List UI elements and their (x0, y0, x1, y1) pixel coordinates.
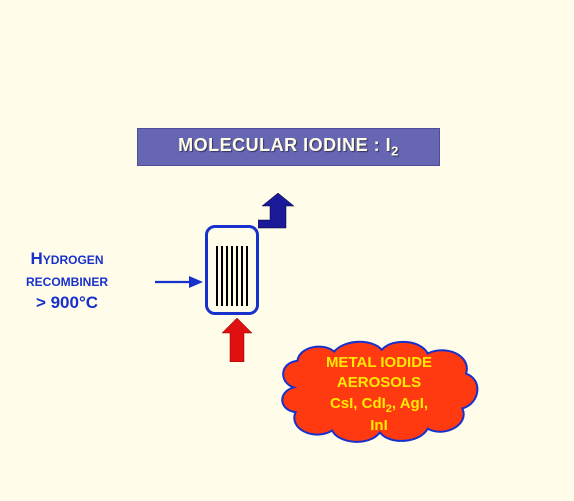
cloud-line3b: , AgI, (392, 395, 428, 412)
red-up-arrow-icon (222, 318, 252, 362)
title-subscript: 2 (391, 144, 399, 159)
cloud-line1: METAL IODIDE (326, 354, 432, 371)
right-arrow-icon (155, 272, 203, 292)
title-box: MOLECULAR IODINE : I2 (137, 128, 440, 166)
hydrogen-line1: Hydrogen (31, 249, 104, 268)
cloud-label: METAL IODIDE AEROSOLS CsI, CdI2, AgI, In… (290, 353, 468, 437)
cloud-line2: AEROSOLS (337, 374, 421, 391)
hydrogen-label: Hydrogen recombiner > 900°C (26, 248, 108, 314)
hydrogen-line2: recombiner (26, 271, 108, 290)
up-arrow-icon (258, 193, 302, 235)
cloud-line3a: CsI, CdI (330, 395, 386, 412)
hydrogen-line3: > 900°C (36, 293, 98, 312)
cloud-line4: InI (370, 417, 388, 434)
recombiner-icon (205, 225, 259, 315)
title-main: MOLECULAR IODINE : I (178, 135, 391, 155)
title-text: MOLECULAR IODINE : I2 (178, 135, 399, 159)
